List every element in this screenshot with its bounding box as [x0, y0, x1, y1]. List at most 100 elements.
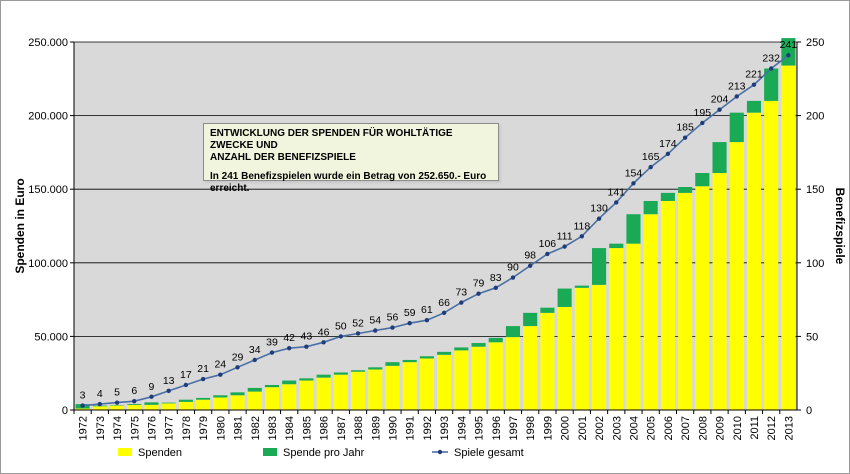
y-axis-right-title: Benefizspiele	[833, 188, 847, 265]
bar-spenden	[299, 380, 314, 410]
line-data-label: 29	[232, 351, 244, 363]
bar-spende-pro-jahr	[746, 100, 762, 113]
line-point	[166, 388, 171, 394]
bar-spenden	[695, 186, 710, 410]
bar-spenden	[540, 312, 555, 410]
x-tick-label: 2012	[766, 416, 778, 440]
bar-spende-pro-jahr	[419, 356, 434, 359]
line-data-label: 59	[404, 307, 416, 319]
bar-spende-pro-jahr	[402, 359, 417, 363]
x-tick-label: 1985	[301, 416, 313, 440]
line-point	[304, 344, 309, 349]
bar-spenden	[591, 284, 607, 410]
y-tick-right: 0	[806, 405, 812, 417]
line-data-label: 165	[642, 151, 660, 163]
line-data-label: 83	[490, 272, 502, 284]
x-tick-label: 1988	[353, 416, 365, 440]
bar-spenden	[609, 248, 624, 410]
bar-spenden	[282, 384, 297, 410]
annotation-title-line2: ANZAHL DER BENEFIZSPIELE	[210, 152, 356, 163]
line-data-label: 34	[249, 344, 261, 356]
y-tick-right: 200	[806, 111, 824, 123]
x-tick-label: 1975	[129, 416, 141, 440]
bar-spende-pro-jahr	[574, 285, 589, 288]
annotation-box: ENTWICKLUNG DER SPENDEN FÜR WOHLTÄTIGE Z…	[203, 123, 499, 194]
bar-spende-pro-jahr	[316, 374, 331, 378]
bar-spenden	[264, 387, 280, 410]
bar-spenden	[471, 346, 486, 410]
y-tick-left: 0	[62, 405, 68, 417]
bar-spende-pro-jahr	[299, 378, 314, 381]
bar-spende-pro-jahr	[333, 372, 348, 375]
line-point	[114, 400, 120, 405]
x-tick-label: 2011	[749, 416, 761, 440]
bar-spenden	[333, 374, 348, 410]
line-point	[97, 401, 103, 407]
bar-spenden	[781, 65, 796, 410]
line-point	[476, 291, 481, 296]
plot-area	[74, 42, 797, 410]
line-point	[579, 234, 585, 239]
line-data-label: 50	[335, 320, 347, 332]
annotation-text: In 241 Benefizspielen wurde ein Betrag v…	[210, 171, 487, 194]
y-tick-left: 50.000	[34, 331, 68, 343]
y-tick-right: 250	[806, 37, 824, 49]
bar-spenden	[402, 362, 417, 410]
bar-spende-pro-jahr	[471, 343, 486, 347]
line-data-label: 5	[114, 387, 120, 399]
line-point	[665, 151, 671, 157]
line-data-label: 3	[80, 390, 86, 402]
bar-spenden	[75, 408, 90, 410]
x-tick-label: 1976	[147, 416, 159, 440]
line-data-label: 17	[180, 369, 192, 381]
bar-spende-pro-jahr	[350, 370, 366, 372]
x-tick-label: 1984	[284, 416, 296, 440]
legend-marker-spiele-gesamt	[437, 449, 443, 455]
line-data-label: 9	[149, 381, 155, 393]
line-point	[768, 66, 774, 71]
bar-spende-pro-jahr	[230, 392, 245, 396]
x-tick-label: 1972	[78, 416, 90, 440]
bar-spenden	[350, 371, 366, 410]
legend-label-spenden: Spenden	[138, 447, 182, 459]
line-data-label: 61	[421, 304, 433, 316]
line-data-label: 79	[473, 278, 485, 290]
line-point	[459, 300, 464, 305]
line-point	[510, 275, 516, 280]
x-tick-label: 1974	[112, 416, 124, 440]
grid-lines	[74, 41, 797, 337]
line-point	[183, 382, 189, 388]
x-tick-label: 1993	[439, 416, 451, 440]
bar-spenden	[557, 306, 572, 410]
line-point	[734, 94, 739, 99]
bar-spenden	[178, 401, 193, 410]
x-tick-label: 2013	[783, 416, 795, 440]
bar-spende-pro-jahr	[609, 243, 624, 249]
legend-label-spiele-gesamt: Spiele gesamt	[454, 447, 524, 459]
bar-spenden	[437, 354, 452, 410]
bar-spende-pro-jahr	[282, 380, 297, 385]
line-point	[218, 372, 223, 377]
line-point	[648, 164, 653, 170]
bar-spenden	[505, 337, 521, 410]
line-data-label: 241	[780, 39, 798, 51]
bar-spenden	[127, 404, 142, 410]
x-tick-label: 1983	[267, 416, 279, 440]
line-point	[149, 394, 154, 399]
bar-spenden	[161, 403, 176, 410]
line-data-label: 73	[455, 287, 467, 299]
legend: Spenden Spende pro Jahr Spiele gesamt	[118, 447, 524, 459]
bar-spenden	[247, 391, 262, 410]
bar-spende-pro-jahr	[178, 399, 193, 402]
line-point	[235, 365, 240, 370]
x-tick-label: 2001	[577, 416, 589, 440]
line-point	[252, 357, 257, 363]
bar-spende-pro-jahr	[557, 288, 572, 307]
x-tick-label: 2003	[611, 416, 623, 440]
bar-spende-pro-jahr	[437, 351, 452, 355]
line-data-label: 43	[301, 331, 313, 343]
x-tick-label: 1979	[198, 416, 210, 440]
line-data-label: 56	[387, 312, 399, 324]
